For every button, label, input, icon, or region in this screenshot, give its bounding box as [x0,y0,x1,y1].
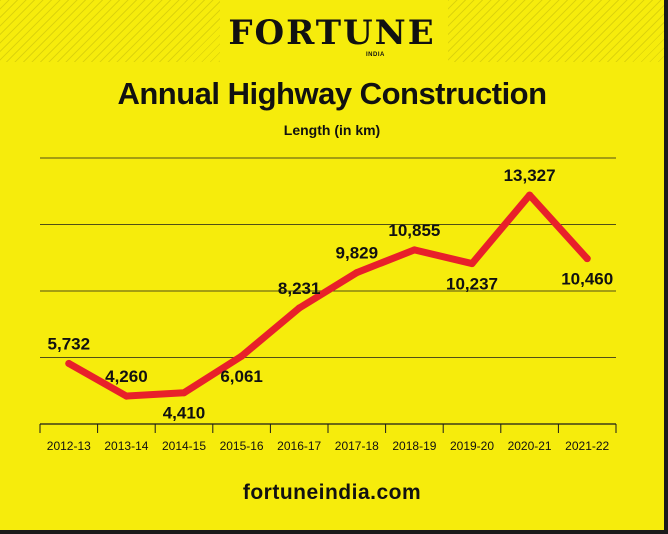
data-point [238,352,246,360]
data-point [526,191,534,199]
series-line [65,191,591,400]
chart-title: Annual Highway Construction [117,76,547,111]
x-tick-label: 2015-16 [220,439,264,453]
data-label: 10,460 [561,270,613,289]
data-labels: 5,732 4,260 4,410 6,061 8,231 9,829 10,855 10,2… [48,166,614,423]
x-tick-label: 2017-18 [335,439,379,453]
data-point [353,269,361,277]
data-point [65,359,73,367]
data-point [410,246,418,254]
fortune-logo-subtext: INDIA [366,52,385,58]
data-label: 10,237 [446,275,498,294]
data-point [583,255,591,263]
hatch-pattern-right [448,0,664,62]
data-label: 4,260 [105,367,148,386]
series-layer [65,191,591,400]
x-axis: 2012-13 2013-14 2014-15 2015-16 2016-17 2017-… [39,423,617,453]
fortune-logo: FORTUNE [228,13,436,53]
data-label: 5,732 [48,334,91,353]
data-label: 9,829 [336,244,379,263]
x-tick-label: 2016-17 [277,439,321,453]
gridlines [40,157,616,358]
footer-url: fortuneindia.com [242,481,422,504]
x-tick-label: 2014-15 [162,439,206,453]
data-point [468,260,476,268]
data-label: 13,327 [504,166,556,185]
chart-subtitle: Length (in km) [283,122,381,138]
x-tick-label: 2013-14 [104,439,148,453]
x-tick-label: 2018-19 [392,439,436,453]
data-label: 6,061 [220,367,263,386]
x-tick-label: 2019-20 [450,439,494,453]
hatch-pattern-left [0,0,220,62]
data-point [295,304,303,312]
x-tick-label: 2020-21 [508,439,552,453]
data-label: 10,855 [388,221,440,240]
x-tick-label: 2012-13 [47,439,91,453]
data-label: 8,231 [278,279,321,298]
x-tick-label: 2021-22 [565,439,609,453]
data-label: 4,410 [163,404,206,423]
data-point [122,392,130,400]
data-point [180,389,188,397]
